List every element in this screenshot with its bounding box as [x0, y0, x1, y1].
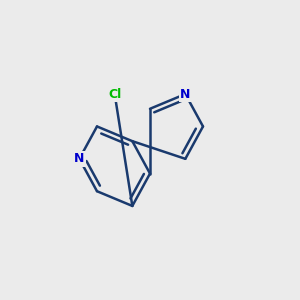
Text: Cl: Cl: [108, 88, 121, 100]
Text: N: N: [74, 152, 85, 165]
Text: N: N: [180, 88, 190, 100]
